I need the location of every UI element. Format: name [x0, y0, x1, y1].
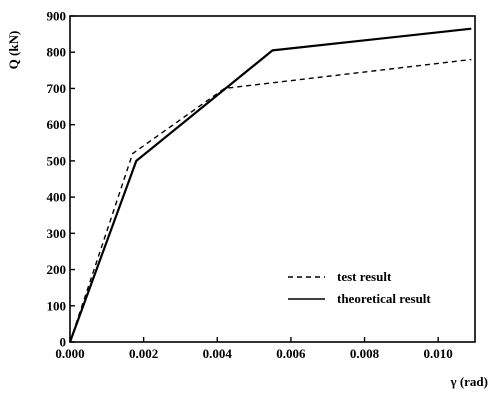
x-tick-label: 0.008: [350, 346, 380, 361]
x-axis-title: γ (rad): [450, 374, 489, 389]
y-tick-label: 800: [47, 45, 67, 60]
y-tick-label: 600: [47, 117, 67, 132]
y-tick-label: 400: [47, 190, 67, 205]
x-tick-label: 0.002: [129, 346, 158, 361]
y-tick-label: 700: [47, 81, 67, 96]
y-tick-label: 500: [47, 153, 67, 168]
y-tick-label: 100: [47, 298, 67, 313]
y-tick-label: 900: [47, 9, 67, 24]
series-layer: [68, 27, 472, 343]
y-tick-label: 200: [47, 262, 67, 277]
x-tick-label: 0.004: [203, 346, 233, 361]
plot-border: [69, 15, 476, 343]
plot-frame: [69, 15, 476, 343]
legend-label-test-result: test result: [337, 269, 392, 284]
y-axis-ticks: 0 100 200 300 400 500 600 700 800 900: [47, 9, 75, 350]
series-line-theoretical-result: [68, 27, 472, 343]
x-tick-label: 0.006: [276, 346, 306, 361]
x-tick-label: 0.000: [55, 346, 84, 361]
y-tick-label: 300: [47, 226, 67, 241]
y-tick-label: 0: [60, 335, 67, 350]
legend-label-theoretical-result: theoretical result: [337, 291, 431, 306]
y-axis-title: Q (kN): [6, 31, 21, 70]
x-axis-ticks: 0.000 0.002 0.004 0.006 0.008 0.010: [55, 337, 453, 361]
series-line-test-result: [69, 58, 472, 343]
legend: test result theoretical result: [288, 269, 431, 306]
x-tick-label: 0.010: [424, 346, 453, 361]
